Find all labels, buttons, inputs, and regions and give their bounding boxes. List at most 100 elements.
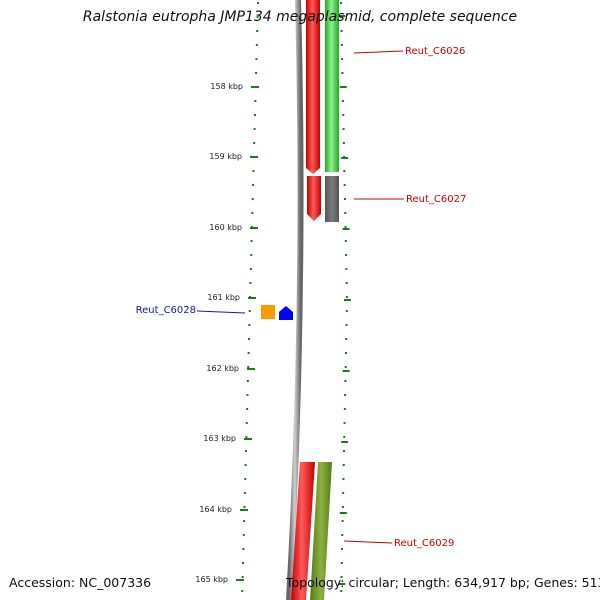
- leader-line-reut-c6028: [196, 310, 246, 314]
- ruler-tick-label: 158 kbp: [210, 82, 243, 91]
- ruler-minor-tick: [342, 478, 345, 480]
- ruler-minor-tick: [243, 492, 246, 494]
- gene-label-reut-c6029[interactable]: Reut_C6029: [394, 538, 454, 549]
- ruler-minor-tick: [253, 142, 256, 144]
- ruler-minor-tick: [342, 492, 345, 494]
- ruler-minor-tick: [344, 240, 347, 242]
- ruler-tick-label: 162 kbp: [206, 364, 239, 373]
- ruler-major-tick: [342, 370, 350, 372]
- ruler-minor-tick: [343, 450, 345, 452]
- ruler-minor-tick: [345, 338, 348, 340]
- ruler-minor-tick: [340, 562, 343, 564]
- ruler-minor-tick: [245, 450, 247, 452]
- map-title: Ralstonia eutropha JMP134 megaplasmid, c…: [82, 9, 518, 25]
- ruler-minor-tick: [255, 44, 258, 46]
- ruler-minor-tick: [246, 394, 249, 396]
- ruler-minor-tick: [249, 268, 252, 270]
- ruler-minor-tick: [345, 254, 348, 256]
- ruler-minor-tick: [344, 394, 347, 396]
- ruler-minor-tick: [255, 58, 258, 60]
- ruler-minor-tick: [340, 576, 343, 578]
- ruler-minor-tick: [345, 282, 348, 284]
- ruler-minor-tick: [242, 548, 245, 550]
- ruler-minor-tick: [340, 30, 343, 32]
- ruler-minor-tick: [244, 478, 247, 480]
- gene-label-reut-c6027[interactable]: Reut_C6027: [406, 194, 466, 205]
- ruler-minor-tick: [246, 408, 249, 410]
- ruler-major-tick: [338, 15, 346, 17]
- ruler-minor-tick: [345, 296, 348, 298]
- ruler-minor-tick: [245, 436, 248, 438]
- ruler-major-tick: [338, 583, 346, 585]
- gene-feature-olive[interactable]: [310, 462, 332, 600]
- ruler-tick-label: 163 kbp: [203, 434, 236, 443]
- ruler-minor-tick: [341, 520, 344, 522]
- ruler-minor-tick: [251, 198, 254, 200]
- ruler-minor-tick: [342, 114, 345, 116]
- ruler-major-tick: [236, 579, 244, 581]
- ruler-minor-tick: [344, 212, 347, 214]
- ruler-minor-tick: [245, 422, 248, 424]
- ruler-minor-tick: [342, 464, 345, 466]
- gene-label-reut-c6028[interactable]: Reut_C6028: [136, 305, 196, 316]
- ruler-minor-tick: [342, 100, 344, 102]
- ruler-minor-tick: [342, 128, 345, 130]
- ruler-major-tick: [244, 438, 252, 440]
- ruler-minor-tick: [252, 170, 255, 172]
- kbp-ruler: 158 kbp 159 kbp 160 kbp 161 kbp 162 kbp 163 k…: [195, 2, 351, 592]
- gene-feature-gray[interactable]: [325, 176, 339, 222]
- ruler-minor-tick: [252, 184, 255, 186]
- ruler-minor-tick: [243, 520, 246, 522]
- gene-label-reut-c6026[interactable]: Reut_C6026: [405, 46, 465, 57]
- ruler-minor-tick: [253, 128, 256, 130]
- ruler-minor-tick: [345, 310, 348, 312]
- ruler-major-tick: [343, 299, 351, 301]
- ruler-minor-tick: [243, 506, 246, 508]
- ruler-major-tick: [250, 227, 258, 229]
- ruler-minor-tick: [256, 16, 259, 18]
- ruler-major-tick: [339, 512, 347, 514]
- ruler-minor-tick: [344, 380, 347, 382]
- gene-feature-orange[interactable]: [261, 305, 275, 319]
- topology-summary-text: Topology: circular; Length: 634,917 bp; …: [286, 575, 600, 590]
- ruler-minor-tick: [345, 324, 348, 326]
- gene-feature-red-lower[interactable]: [307, 176, 321, 221]
- ruler-minor-tick: [242, 534, 245, 536]
- ruler-minor-tick: [344, 366, 347, 368]
- ruler-minor-tick: [253, 114, 256, 116]
- ruler-tick-label: 159 kbp: [209, 152, 242, 161]
- ruler-minor-tick: [256, 30, 259, 32]
- ruler-minor-tick: [256, 2, 259, 4]
- ruler-minor-tick: [345, 268, 348, 270]
- ruler-minor-tick: [343, 422, 346, 424]
- gene-feature-red-upper[interactable]: [306, 0, 320, 174]
- ruler-minor-tick: [241, 590, 244, 592]
- ruler-minor-tick: [247, 338, 250, 340]
- ruler-minor-tick: [254, 100, 257, 102]
- gene-feature-red-bottom[interactable]: [291, 462, 315, 600]
- ruler-tick-label: 164 kbp: [199, 505, 232, 514]
- ruler-minor-tick: [342, 142, 345, 144]
- ruler-tick-label: 165 kbp: [195, 575, 228, 584]
- ruler-major-tick: [341, 441, 349, 443]
- gene-feature-green[interactable]: [325, 0, 339, 172]
- ruler-minor-tick: [255, 72, 258, 74]
- ruler-minor-tick: [340, 590, 343, 592]
- ruler-minor-tick: [241, 576, 244, 578]
- ruler-minor-tick: [343, 184, 346, 186]
- ruler-minor-tick: [244, 464, 247, 466]
- ruler-tick-label: 160 kbp: [209, 223, 242, 232]
- ruler-minor-tick: [344, 226, 347, 228]
- ruler-minor-tick: [247, 352, 250, 354]
- ruler-major-tick: [342, 228, 350, 230]
- ruler-tick-label: 161 kbp: [207, 293, 240, 302]
- ruler-major-tick: [339, 86, 347, 88]
- ruler-minor-tick: [341, 534, 344, 536]
- leader-line-reut-c6029: [343, 540, 393, 544]
- accession-text: Accession: NC_007336: [9, 575, 152, 590]
- ruler-minor-tick: [343, 408, 346, 410]
- ruler-minor-tick: [343, 198, 346, 200]
- gene-feature-blue[interactable]: [279, 306, 293, 320]
- ruler-major-tick: [341, 157, 349, 159]
